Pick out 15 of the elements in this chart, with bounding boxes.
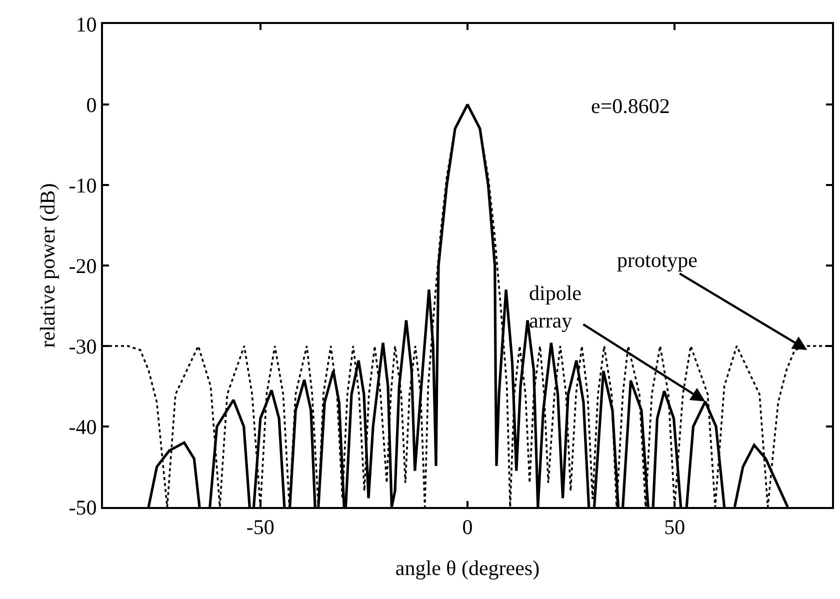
x-tick-label: 50 xyxy=(664,515,686,540)
y-tick-label: -30 xyxy=(68,334,97,358)
y-tick-label: -50 xyxy=(68,495,97,520)
y-tick-label: -20 xyxy=(68,254,97,278)
x-tick-label: 0 xyxy=(462,515,473,540)
y-tick-label: -40 xyxy=(68,414,97,439)
y-axis-title: relative power (dB) xyxy=(35,183,60,348)
y-tick-label: 0 xyxy=(86,92,97,117)
annotation: prototype xyxy=(617,248,698,272)
x-tick-label: -50 xyxy=(246,515,274,540)
x-axis-title: angle θ (degrees) xyxy=(395,556,540,580)
y-tick-label: -10 xyxy=(68,173,97,198)
y-tick-label: 10 xyxy=(76,12,97,36)
annotation: e=0.8602 xyxy=(591,94,670,118)
annotation: dipole array xyxy=(529,281,582,332)
